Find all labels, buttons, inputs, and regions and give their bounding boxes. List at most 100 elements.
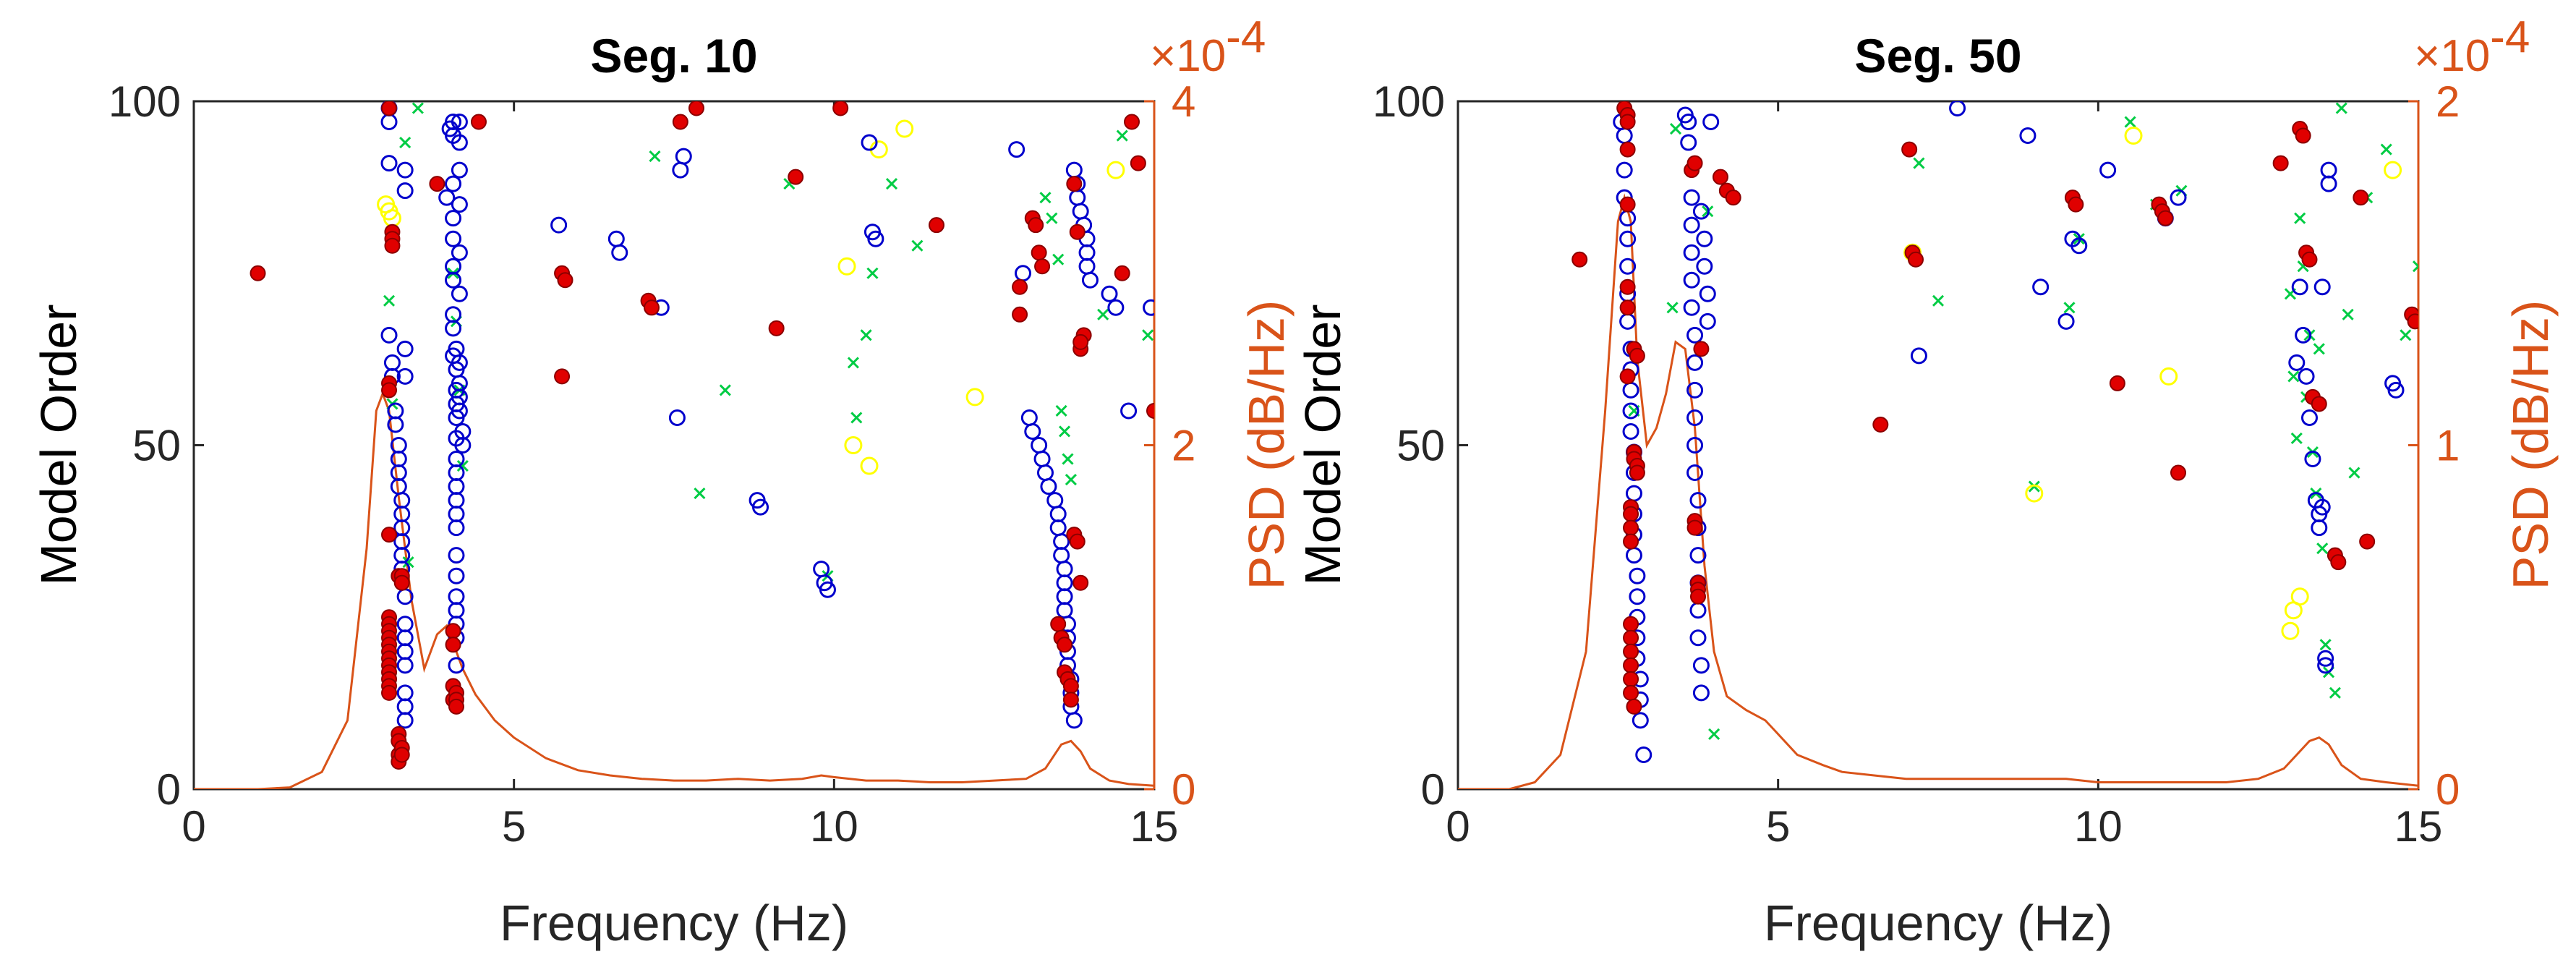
new-pole-point: [1052, 253, 1065, 265]
new-pole-point: [402, 556, 414, 569]
frequency-stable-point: [1692, 684, 1710, 702]
chart-seg-50: Seg. 50 0 5 10 15 0 50 100 0 1 2 Frequency (Hz)…: [1295, 12, 2559, 951]
new-pole-point: [1062, 453, 1074, 465]
frequency-stable-point: [1101, 285, 1118, 302]
stable-pole-point: [381, 684, 398, 701]
stable-pole-point: [2330, 554, 2347, 571]
stable-pole-point: [1623, 671, 1639, 687]
damping-stable-point: [837, 257, 856, 276]
x-tick-label: 5: [1766, 802, 1790, 851]
new-pole-point: [1142, 329, 1154, 341]
new-pole-point: [847, 357, 859, 369]
new-pole-point: [399, 136, 411, 149]
x-tick-label: 10: [2074, 802, 2123, 851]
stable-pole-point: [1619, 299, 1636, 316]
x-tick-label: 0: [1446, 802, 1470, 851]
stable-pole-point: [1069, 533, 1086, 550]
stable-pole-point: [1626, 698, 1642, 715]
stable-pole-point: [788, 169, 804, 185]
psd-curve: [1458, 193, 2418, 789]
damping-stable-point: [844, 436, 863, 454]
stable-pole-point: [1686, 155, 1703, 171]
new-pole-point: [2380, 143, 2392, 156]
damping-stable-point: [2124, 127, 2143, 145]
damping-stable-point: [1106, 161, 1125, 179]
stable-pole-point: [1072, 333, 1089, 350]
stable-pole-point: [1146, 402, 1154, 419]
stable-pole-point: [1908, 251, 1924, 268]
stable-pole-point: [688, 101, 704, 116]
x-tick-label: 15: [2394, 802, 2443, 851]
frequency-stable-point: [445, 271, 462, 289]
stable-pole-point: [1619, 141, 1636, 158]
new-pole-point: [2329, 686, 2341, 699]
new-pole-point: [911, 239, 924, 252]
frequency-stable-point: [2320, 161, 2337, 179]
psd-tick-label: 1: [2436, 422, 2460, 470]
new-pole-point: [2287, 370, 2300, 383]
frequency-stable-point: [1040, 478, 1057, 495]
frequency-stable-point: [675, 148, 692, 165]
stable-pole-point: [1629, 347, 1645, 364]
new-pole-point: [1932, 294, 1945, 307]
frequency-stable-point: [451, 285, 468, 302]
new-pole-point: [1116, 129, 1128, 142]
psd-axis-exponent: ×10-4: [2414, 12, 2530, 81]
y-tick-label: 0: [157, 765, 181, 814]
frequency-stable-point: [438, 189, 456, 206]
frequency-stable-point: [1622, 402, 1639, 420]
frequency-stable-point: [2291, 278, 2308, 296]
new-pole-point: [411, 102, 424, 114]
frequency-stable-point: [1622, 422, 1639, 440]
frequency-stable-point: [2099, 161, 2117, 179]
y-axis: 0 50 100: [1373, 77, 1468, 814]
frequency-stable-point: [451, 114, 468, 131]
frequency-stable-point: [380, 326, 398, 344]
frequency-stable-point: [752, 498, 769, 516]
frequency-stable-point: [2298, 367, 2315, 385]
y-axis-label: Model Order: [1295, 304, 1351, 585]
stable-pole-point: [1623, 533, 1639, 550]
stable-pole-point: [1031, 244, 1047, 261]
frequency-stable-point: [1107, 299, 1125, 316]
frequency-stable-point: [396, 657, 414, 674]
frequency-stable-point: [2313, 498, 2331, 516]
frequency-stable-point: [1024, 422, 1041, 440]
frequency-stable-point: [1632, 712, 1649, 729]
frequency-stable-point: [1692, 657, 1710, 674]
frequency-stable-point: [451, 134, 468, 151]
frequency-stable-point: [1616, 161, 1633, 179]
new-pole-point: [1065, 473, 1077, 486]
frequency-stable-point: [396, 712, 414, 729]
frequency-stable-point: [1686, 464, 1704, 482]
chart-title: Seg. 50: [1854, 29, 2021, 82]
stable-pole-point: [1571, 251, 1588, 268]
stable-pole-point: [1629, 464, 1645, 481]
stable-pole-point: [1690, 588, 1706, 605]
new-pole-point: [1097, 308, 1109, 320]
frequency-stable-point: [451, 244, 468, 261]
frequency-stable-point: [445, 210, 462, 227]
stable-pole-point: [1124, 114, 1140, 130]
chart-seg-10: Seg. 10 0 5 10 15 0 50 100 0 2 4 Frequency (Hz)…: [30, 12, 1295, 951]
new-pole-point: [2294, 212, 2306, 224]
frequency-stable-point: [1702, 114, 1720, 131]
frequency-stable-point: [1629, 567, 1646, 584]
frequency-stable-point: [1692, 203, 1710, 220]
frequency-stable-point: [445, 175, 462, 192]
frequency-stable-point: [1635, 746, 1652, 763]
stable-pole-point: [928, 217, 944, 234]
x-tick-label: 0: [182, 802, 205, 851]
frequency-stable-point: [380, 155, 398, 172]
frequency-stable-point: [1619, 258, 1637, 275]
new-pole-point: [2316, 543, 2329, 555]
frequency-stable-point: [1120, 402, 1138, 420]
frequency-stable-point: [1065, 712, 1083, 729]
stable-pole-point: [1725, 190, 1741, 206]
frequency-stable-point: [2288, 354, 2306, 371]
y-axis: 0 50 100: [108, 77, 204, 814]
new-pole-point: [2335, 102, 2347, 114]
stable-pole-point: [1623, 657, 1639, 673]
frequency-stable-point: [1686, 409, 1704, 426]
